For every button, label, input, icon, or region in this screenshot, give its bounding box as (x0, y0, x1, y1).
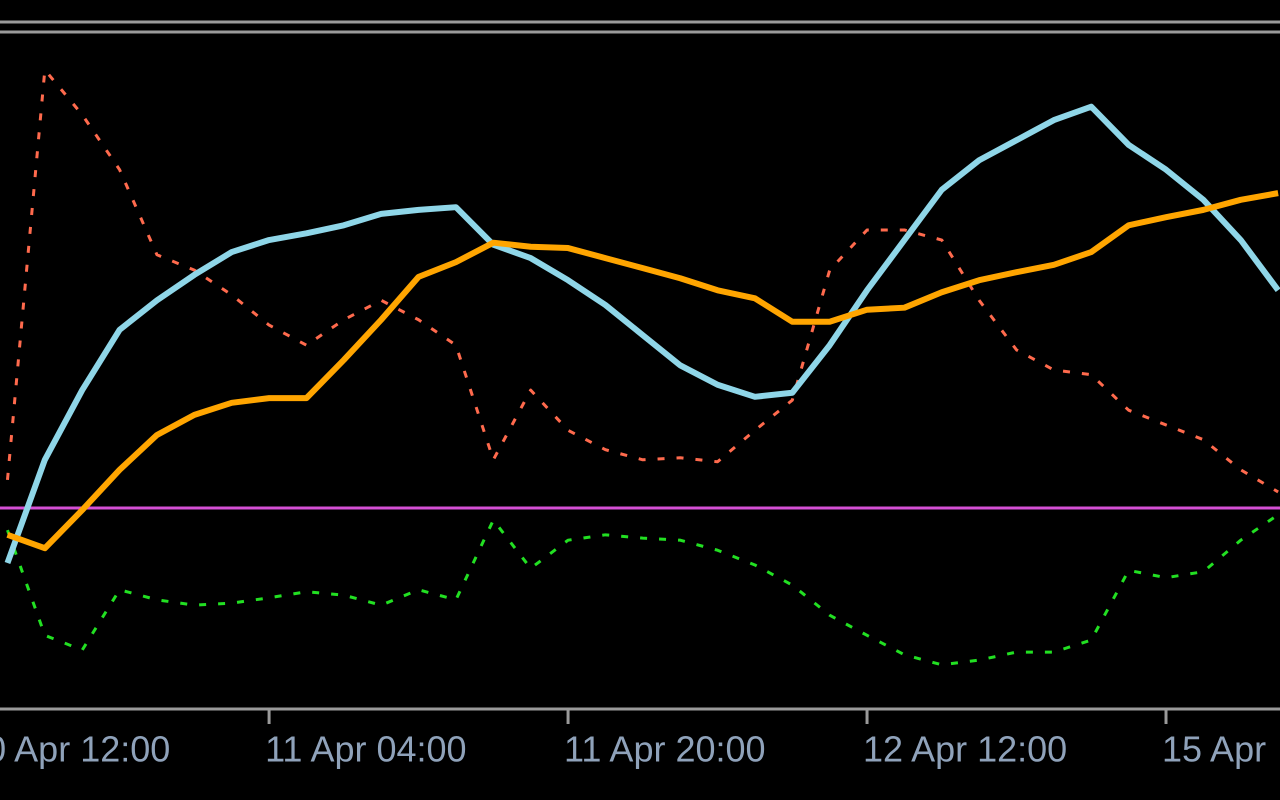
series-line (6, 190, 1279, 552)
x-tick-label: 15 Apr (1162, 729, 1266, 770)
x-tick-label: 12 Apr 12:00 (863, 729, 1067, 770)
series-line (5, 68, 1279, 494)
x-tick-label: 10 Apr 12:00 (0, 729, 170, 770)
series-line (4, 103, 1280, 564)
x-tick-label: 11 Apr 20:00 (564, 729, 766, 770)
x-tick-label: 11 Apr 04:00 (265, 729, 467, 770)
series-line (6, 513, 1279, 667)
